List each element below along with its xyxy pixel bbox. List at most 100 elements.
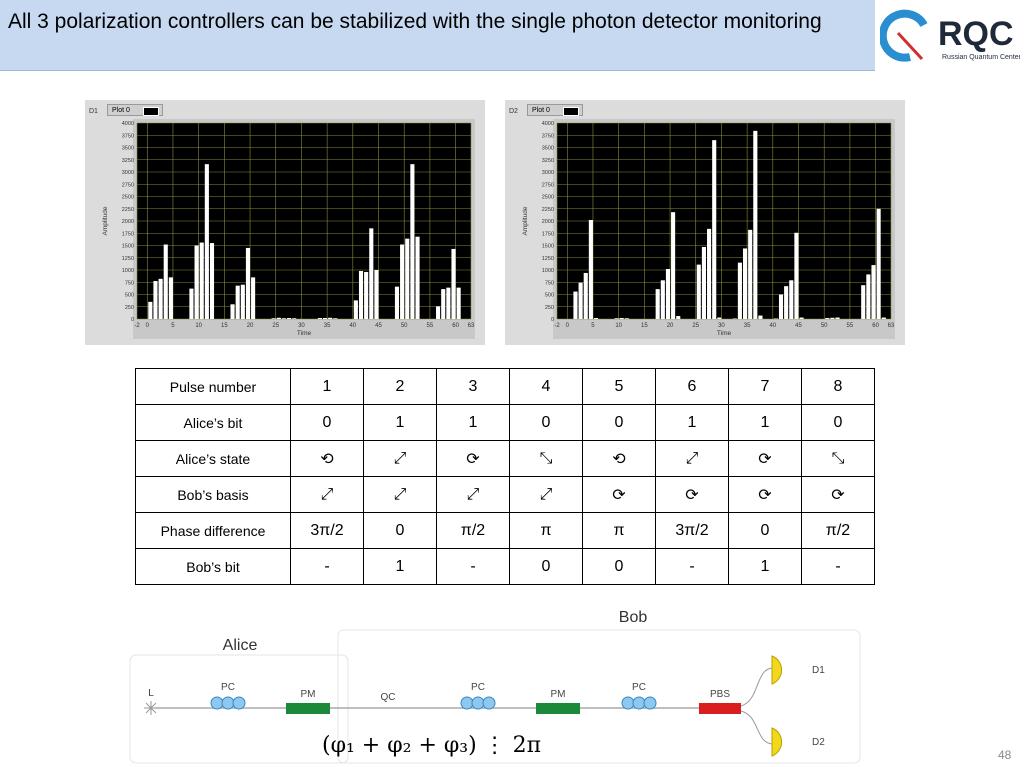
bar	[748, 229, 753, 319]
bar	[333, 318, 338, 319]
table-cell: 1	[728, 404, 802, 441]
chart-d1-label: D1	[89, 108, 98, 115]
laser-icon	[144, 701, 158, 715]
svg-text:Russian Quantum Center: Russian Quantum Center	[942, 54, 1020, 61]
y-tick-label: 4000	[542, 121, 554, 127]
bar	[369, 228, 374, 319]
pm-bob	[536, 703, 580, 714]
x-tick-label: 10	[615, 323, 622, 329]
y-tick-label: 750	[545, 280, 554, 286]
bar	[712, 140, 717, 319]
bar	[578, 282, 583, 319]
bar	[199, 242, 204, 319]
pbs	[699, 703, 741, 714]
phase-formula: (φ₁ + φ₂ + φ₃) ⋮ 2π	[322, 733, 541, 758]
bar	[322, 318, 328, 319]
table-cell: 0	[801, 404, 875, 441]
x-tick-label: 63	[888, 323, 895, 329]
bar	[665, 269, 671, 319]
table-cell: ⟳	[655, 476, 729, 513]
x-tick-label: 60	[872, 323, 879, 329]
table-cell: ⟳	[801, 476, 875, 513]
bar	[194, 245, 199, 319]
bar	[158, 278, 163, 319]
bar	[588, 220, 593, 319]
y-tick-label: 500	[125, 293, 134, 299]
table-cell: π/2	[801, 512, 875, 549]
detector-d2-icon	[771, 727, 783, 757]
x-tick-label: 50	[821, 323, 828, 329]
bar	[676, 316, 681, 319]
bar	[614, 318, 619, 319]
row-label: Pulse number	[135, 368, 291, 405]
polarization-controller-loop	[643, 696, 657, 710]
bar	[758, 315, 763, 319]
y-tick-label: 1500	[122, 244, 134, 250]
bar	[707, 228, 712, 319]
y-tick-label: 2500	[542, 195, 554, 201]
table-cell: -	[436, 548, 510, 585]
table-cell: 0	[509, 404, 583, 441]
qc-label: QC	[381, 692, 396, 703]
bar	[441, 289, 446, 319]
fiber-d2	[740, 710, 773, 745]
table-cell: 1	[728, 548, 802, 585]
row-label: Phase difference	[135, 512, 291, 549]
bob-box	[337, 629, 861, 764]
polarization-controller-loop	[232, 696, 246, 710]
bar	[168, 277, 173, 319]
y-tick-label: 3000	[542, 170, 554, 176]
table-cell: 6	[655, 368, 729, 405]
polarization-controller-loop	[210, 696, 224, 710]
x-tick-label: 35	[324, 323, 331, 329]
table-cell: ⤢	[436, 476, 510, 513]
x-tick-label: 45	[375, 323, 382, 329]
x-axis-label: Time	[717, 330, 732, 337]
bar	[189, 288, 194, 319]
y-tick-label: 4000	[122, 121, 134, 127]
title-banner: All 3 polarization controllers can be st…	[0, 0, 875, 71]
x-axis-label: Time	[297, 330, 312, 337]
y-tick-label: 1250	[122, 256, 134, 262]
bar	[784, 286, 789, 319]
y-tick-label: 2500	[122, 195, 134, 201]
polarization-controller-loop	[471, 696, 485, 710]
bar	[742, 248, 748, 319]
y-tick-label: 0	[131, 317, 134, 323]
y-tick-label: 3500	[122, 146, 134, 152]
bar	[871, 265, 876, 319]
bar	[148, 301, 153, 319]
y-tick-label: 2750	[542, 182, 554, 188]
laser-label: L	[148, 688, 154, 699]
chart-d2-panel: D2 Plot 0 0 250 500 750 1000 1250 1500 1750 2000…	[505, 100, 905, 345]
table-cell: 3π/2	[655, 512, 729, 549]
chart-d2-legend[interactable]: Plot 0	[527, 104, 583, 116]
x-tick-label: 25	[692, 323, 699, 329]
x-tick-label: 63	[468, 323, 475, 329]
bar	[866, 274, 871, 319]
bar	[876, 208, 881, 319]
table-cell: 3π/2	[290, 512, 364, 549]
bar	[276, 317, 281, 319]
y-tick-label: 1500	[542, 244, 554, 250]
table-cell: ⤢	[655, 440, 729, 477]
chart-d1-legend[interactable]: Plot 0	[107, 104, 163, 116]
bar	[794, 232, 799, 319]
row-label: Bob’s bit	[135, 548, 291, 585]
bar	[881, 317, 886, 319]
x-tick-label: 55	[847, 323, 854, 329]
table-row: Alice’s bit 0 1 1 0 0 1 1 0	[135, 404, 875, 441]
table-cell: ⤢	[290, 476, 364, 513]
alice-label: Alice	[223, 637, 258, 654]
table-row: Alice’s state ⟲ ⤢ ⟳ ⤡ ⟲ ⤢ ⟳ ⤡	[135, 440, 875, 477]
y-tick-label: 1250	[542, 256, 554, 262]
alice-box	[129, 654, 349, 764]
bar	[778, 294, 784, 319]
bar	[163, 244, 168, 319]
table-cell: 5	[582, 368, 656, 405]
table-row: Bob’s bit -1-0 0-1-	[135, 548, 875, 585]
table-cell: -	[290, 548, 364, 585]
bar	[619, 318, 624, 319]
bar	[789, 280, 794, 319]
qkd-setup-diagram: Alice Bob L PC PC PC PM PM QC PBS D1 D2 (φ…	[129, 609, 861, 764]
